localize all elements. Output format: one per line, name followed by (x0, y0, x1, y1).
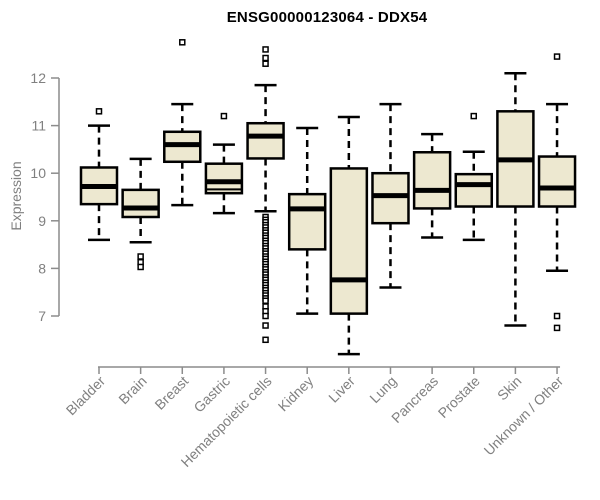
x-tick-label-skin: Skin (494, 373, 525, 404)
boxplot-liver (329, 115, 369, 356)
x-tick-label-liver: Liver (325, 373, 358, 406)
iqr-box (204, 162, 244, 195)
outlier-point (95, 108, 103, 115)
iqr-box (329, 167, 369, 315)
x-tick-label-brain: Brain (115, 373, 149, 407)
boxplot-prostate (454, 112, 494, 242)
y-tick-label: 11 (31, 118, 46, 134)
x-tick-label-unknown-other: Unknown / Other (481, 373, 567, 459)
boxplot-hematopoietic-cells (246, 46, 285, 344)
boxplot-lung (371, 102, 410, 289)
outlier-point (137, 263, 144, 271)
outlier-point (262, 54, 269, 62)
boxplot-pancreas (412, 132, 452, 239)
outlier-point (553, 312, 561, 320)
outlier-point (262, 336, 269, 344)
outlier-point (262, 46, 269, 53)
iqr-box (454, 172, 494, 208)
x-tick-label-lung: Lung (366, 373, 399, 406)
y-axis: 7 8 9 10 11 12 (30, 70, 60, 324)
boxplot-bladder (79, 108, 119, 242)
x-tick-label-kidney: Kidney (275, 373, 317, 415)
boxplot-kidney (287, 126, 327, 315)
iqr-box (121, 188, 160, 219)
x-tick-label-breast: Breast (151, 373, 191, 413)
y-tick-label: 7 (38, 308, 46, 324)
boxplot-brain (121, 157, 160, 271)
boxplot-gastric (204, 112, 244, 215)
y-tick-label: 12 (30, 70, 46, 86)
outlier-point (553, 53, 561, 60)
y-tick-label: 8 (38, 260, 46, 276)
outlier-point (179, 39, 186, 46)
chart-title: ENSG00000123064 - DDX54 (226, 9, 428, 26)
outlier-point (553, 324, 561, 332)
iqr-box (537, 155, 577, 208)
boxplot-unknown-other (537, 53, 577, 332)
outlier-point (262, 297, 269, 305)
outlier-point (262, 60, 269, 67)
outlier-point (262, 312, 269, 320)
y-tick-label: 10 (30, 165, 46, 181)
iqr-box (371, 171, 410, 225)
y-tick-label: 9 (38, 213, 46, 229)
boxplot-skin (496, 71, 535, 327)
iqr-box (287, 192, 327, 251)
x-tick-label-prostate: Prostate (435, 373, 483, 421)
outlier-point (137, 253, 144, 260)
outlier-point (470, 112, 478, 120)
boxplot-breast (163, 39, 202, 207)
outlier-point (262, 322, 269, 329)
x-tick-label-bladder: Bladder (63, 373, 109, 419)
iqr-box (246, 121, 285, 160)
outlier-point (220, 112, 228, 120)
iqr-box (412, 151, 452, 210)
